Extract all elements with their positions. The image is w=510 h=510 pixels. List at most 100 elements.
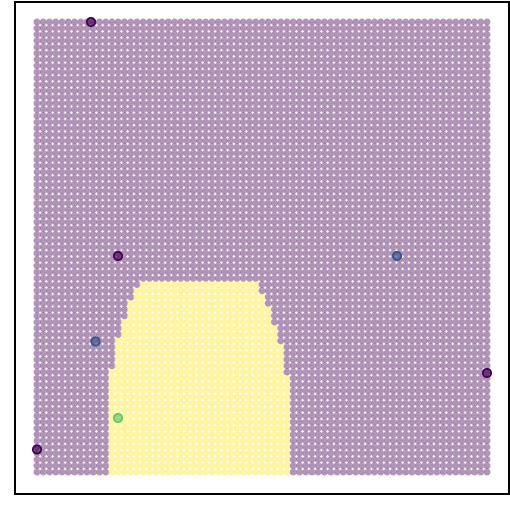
surface-cell bbox=[139, 186, 148, 195]
surface-cell bbox=[120, 68, 129, 76]
surface-cell bbox=[45, 49, 54, 58]
surface-cell bbox=[33, 249, 41, 258]
surface-cell bbox=[64, 430, 73, 439]
surface-cell bbox=[158, 330, 166, 339]
surface-cell bbox=[133, 161, 141, 170]
surface-cell bbox=[114, 311, 123, 320]
surface-cell bbox=[126, 143, 135, 151]
surface-cell bbox=[95, 99, 104, 108]
surface-cell bbox=[139, 61, 148, 70]
surface-cell bbox=[33, 218, 41, 226]
surface-cell bbox=[133, 318, 141, 326]
surface-cell bbox=[120, 218, 129, 226]
surface-cell bbox=[158, 305, 166, 314]
surface-cell bbox=[70, 293, 79, 301]
surface-cell bbox=[126, 218, 135, 226]
surface-cell bbox=[114, 436, 123, 445]
surface-cell bbox=[83, 243, 91, 251]
surface-cell bbox=[51, 130, 60, 139]
surface-cell bbox=[45, 436, 54, 445]
surface-cell bbox=[133, 24, 141, 33]
surface-cell bbox=[76, 368, 85, 376]
surface-cell bbox=[58, 311, 66, 320]
surface-cell bbox=[45, 236, 54, 245]
surface-cell bbox=[114, 55, 123, 64]
surface-cell bbox=[126, 18, 135, 26]
surface-cell bbox=[58, 118, 66, 126]
surface-cell bbox=[120, 355, 129, 364]
surface-cell bbox=[83, 436, 91, 445]
surface-cell bbox=[58, 136, 66, 145]
surface-cell bbox=[64, 124, 73, 133]
surface-cell bbox=[45, 249, 54, 258]
surface-cell bbox=[70, 343, 79, 351]
surface-cell bbox=[45, 43, 54, 51]
surface-cell bbox=[101, 136, 110, 145]
surface-cell bbox=[145, 461, 154, 470]
surface-cell bbox=[39, 74, 48, 83]
surface-cell bbox=[108, 380, 116, 389]
surface-cell bbox=[120, 443, 129, 451]
decision-surface bbox=[33, 18, 491, 476]
surface-cell bbox=[120, 161, 129, 170]
surface-cell bbox=[108, 136, 116, 145]
surface-cell bbox=[101, 99, 110, 108]
surface-cell bbox=[39, 218, 48, 226]
surface-cell bbox=[51, 430, 60, 439]
surface-cell bbox=[45, 118, 54, 126]
surface-cell bbox=[139, 49, 148, 58]
surface-cell bbox=[33, 399, 41, 408]
surface-cell bbox=[64, 161, 73, 170]
surface-cell bbox=[76, 18, 85, 26]
surface-cell bbox=[83, 461, 91, 470]
surface-cell bbox=[89, 61, 98, 70]
surface-cell bbox=[76, 305, 85, 314]
surface-cell bbox=[33, 261, 41, 270]
surface-cell bbox=[133, 449, 141, 458]
surface-cell bbox=[101, 293, 110, 301]
surface-cell bbox=[126, 199, 135, 208]
surface-cell bbox=[39, 393, 48, 401]
surface-cell bbox=[33, 268, 41, 276]
surface-cell bbox=[83, 193, 91, 201]
surface-cell bbox=[64, 449, 73, 458]
surface-cell bbox=[89, 193, 98, 201]
surface-cell bbox=[120, 211, 129, 220]
surface-cell bbox=[76, 74, 85, 83]
surface-cell bbox=[70, 149, 79, 158]
surface-cell bbox=[145, 149, 154, 158]
surface-cell bbox=[158, 343, 166, 351]
surface-cell bbox=[76, 443, 85, 451]
surface-cell bbox=[64, 43, 73, 51]
surface-cell bbox=[139, 374, 148, 383]
surface-cell bbox=[89, 43, 98, 51]
surface-cell bbox=[133, 193, 141, 201]
surface-cell bbox=[108, 436, 116, 445]
surface-cell bbox=[151, 311, 160, 320]
surface-cell bbox=[101, 399, 110, 408]
surface-cell bbox=[95, 324, 104, 333]
surface-cell bbox=[58, 286, 66, 295]
surface-cell bbox=[83, 349, 91, 358]
surface-cell bbox=[45, 130, 54, 139]
surface-cell bbox=[58, 255, 66, 264]
surface-cell bbox=[108, 355, 116, 364]
surface-cell bbox=[126, 393, 135, 401]
surface-cell bbox=[108, 330, 116, 339]
surface-cell bbox=[33, 43, 41, 51]
surface-cell bbox=[83, 186, 91, 195]
surface-cell bbox=[139, 136, 148, 145]
surface-cell bbox=[58, 180, 66, 189]
surface-cell bbox=[114, 268, 123, 276]
surface-cell bbox=[51, 443, 60, 451]
surface-cell bbox=[51, 18, 60, 26]
surface-cell bbox=[133, 336, 141, 345]
surface-cell bbox=[114, 111, 123, 120]
surface-cell bbox=[145, 305, 154, 314]
surface-cell bbox=[70, 280, 79, 289]
surface-cell bbox=[95, 430, 104, 439]
surface-cell bbox=[95, 74, 104, 83]
surface-cell bbox=[145, 74, 154, 83]
surface-cell bbox=[114, 105, 123, 114]
surface-cell bbox=[133, 105, 141, 114]
